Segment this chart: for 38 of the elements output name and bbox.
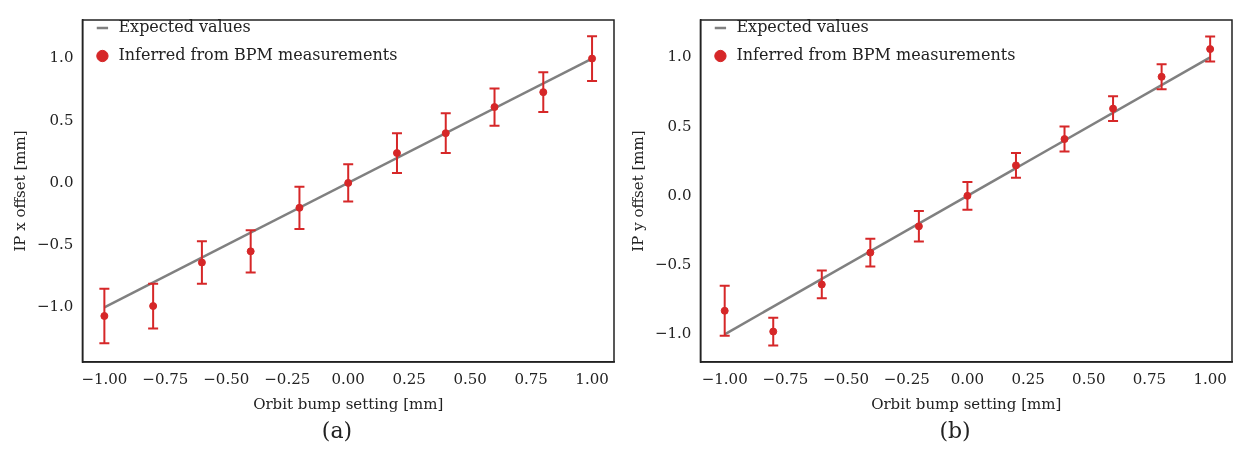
y-tick-label: −1.0 <box>36 297 74 316</box>
x-tick-label: 1.00 <box>575 369 609 388</box>
y-tick-label: −0.5 <box>36 234 74 253</box>
legend-label: Expected values <box>736 17 869 37</box>
y-tick-label: −0.5 <box>654 254 692 273</box>
text: (a) <box>320 418 354 443</box>
x-tick-label: −0.25 <box>264 369 311 388</box>
x-tick-label: −0.75 <box>142 369 189 388</box>
y-tick-label: −1.0 <box>654 324 692 343</box>
x-tick-label: 1.00 <box>1193 369 1227 388</box>
y-axis-title: IP x offset [mm] <box>10 130 29 252</box>
y-tick-label: 1.0 <box>667 47 692 66</box>
x-tick-label: 0.00 <box>331 369 365 388</box>
x-tick-label: 0.50 <box>453 369 487 388</box>
y-tick-label: 0.5 <box>49 110 74 129</box>
x-tick-label: −1.00 <box>701 369 748 388</box>
y-axis-title: IP y offset [mm] <box>628 130 647 252</box>
x-axis-title: Orbit bump setting [mm] <box>871 394 1062 413</box>
x-axis-title: Orbit bump setting [mm] <box>253 394 444 413</box>
legend-label: Inferred from BPM measurements <box>118 45 398 65</box>
x-tick-label: 0.75 <box>514 369 548 388</box>
legend-label: Expected values <box>118 17 251 37</box>
x-tick-label: −0.50 <box>203 369 250 388</box>
x-tick-label: 0.00 <box>950 369 985 388</box>
x-tick-label: −1.00 <box>81 369 128 388</box>
y-tick-label: 0.5 <box>667 116 692 135</box>
x-tick-label: 0.25 <box>1011 369 1045 388</box>
x-tick-label: −0.50 <box>823 369 870 388</box>
y-tick-label: 0.0 <box>49 172 74 191</box>
x-tick-label: 0.25 <box>392 369 426 388</box>
x-tick-label: 0.50 <box>1072 369 1106 388</box>
text: (b) <box>938 418 972 443</box>
x-tick-label: −0.75 <box>762 369 809 388</box>
x-tick-label: −0.25 <box>883 369 930 388</box>
y-tick-label: 0.0 <box>667 185 692 204</box>
legend-label: Inferred from BPM measurements <box>736 45 1016 65</box>
x-tick-label: 0.75 <box>1132 369 1167 388</box>
y-tick-label: 1.0 <box>49 48 74 67</box>
